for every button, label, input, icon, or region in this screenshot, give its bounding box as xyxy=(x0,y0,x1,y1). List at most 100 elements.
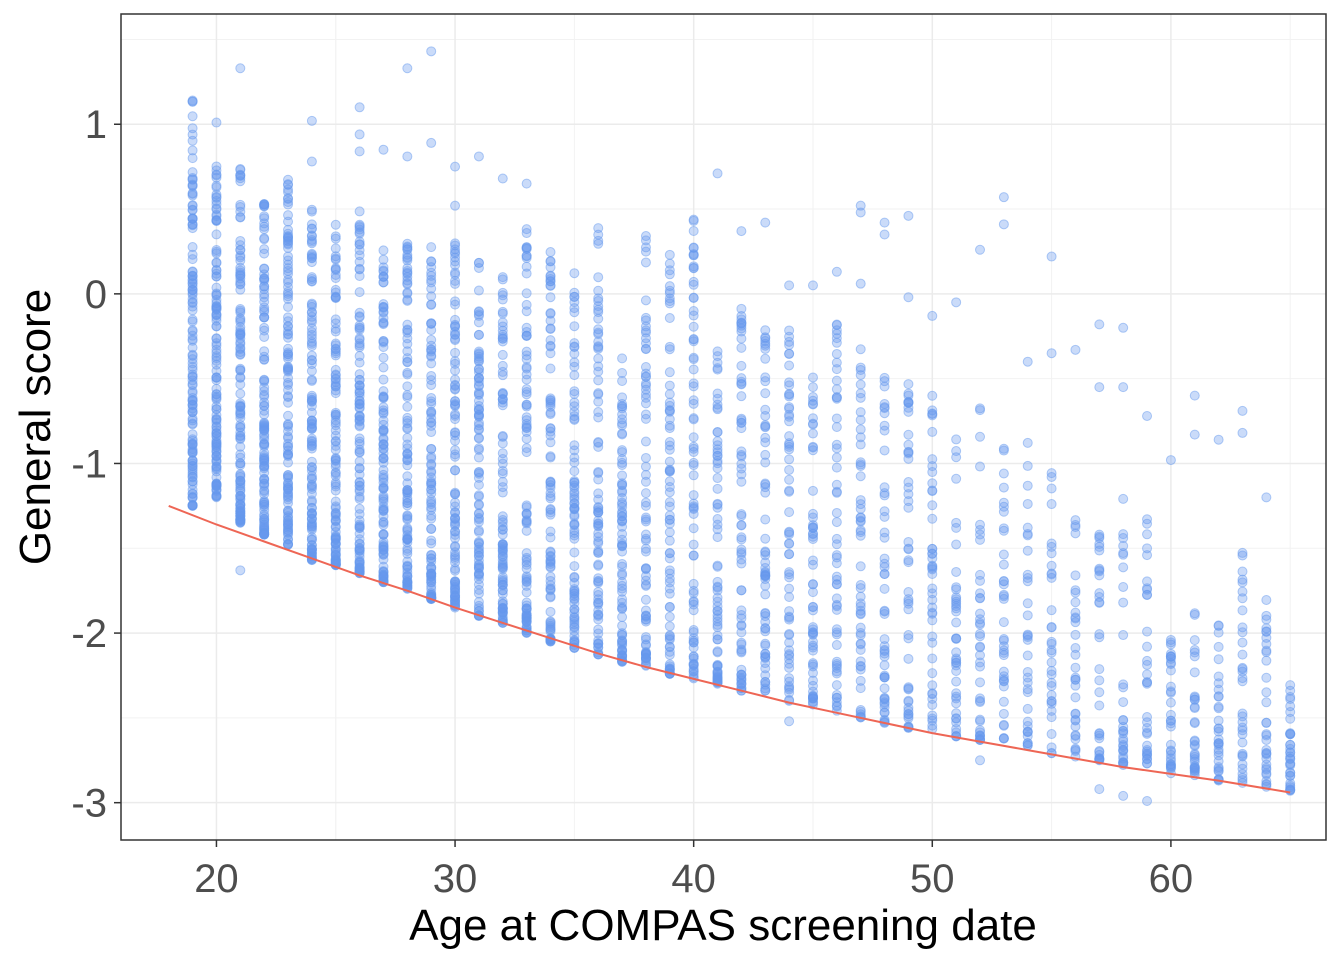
data-point xyxy=(187,334,198,345)
data-point xyxy=(879,511,890,522)
data-point xyxy=(784,464,795,475)
data-point xyxy=(855,344,866,355)
data-point xyxy=(688,321,699,332)
data-point xyxy=(760,626,771,637)
data-point xyxy=(831,627,842,638)
data-point xyxy=(450,435,461,446)
data-point xyxy=(187,135,198,146)
data-point xyxy=(187,361,198,372)
data-point xyxy=(760,557,771,568)
x-tick-label: 60 xyxy=(1149,857,1194,901)
data-point xyxy=(521,224,532,235)
data-point xyxy=(402,367,413,378)
data-point xyxy=(807,395,818,406)
data-point xyxy=(354,129,365,140)
data-point xyxy=(593,272,604,283)
data-point xyxy=(569,577,580,588)
data-point xyxy=(306,407,317,418)
data-point xyxy=(545,407,556,418)
data-point xyxy=(402,244,413,255)
data-point xyxy=(736,647,747,658)
data-point xyxy=(807,534,818,545)
data-point xyxy=(211,301,222,312)
data-point xyxy=(450,541,461,552)
data-point xyxy=(617,367,628,378)
data-point xyxy=(378,302,389,313)
data-point xyxy=(402,493,413,504)
data-point xyxy=(927,699,938,710)
data-point xyxy=(450,365,461,376)
data-point xyxy=(1070,734,1081,745)
data-point xyxy=(903,482,914,493)
data-point xyxy=(450,296,461,307)
data-point xyxy=(402,252,413,263)
data-point xyxy=(545,556,556,567)
data-point xyxy=(354,146,365,157)
data-point xyxy=(1046,645,1057,656)
data-point xyxy=(545,270,556,281)
data-point xyxy=(473,262,484,273)
data-point xyxy=(283,196,294,207)
data-point xyxy=(235,388,246,399)
data-point xyxy=(378,529,389,540)
data-point xyxy=(259,458,270,469)
data-point xyxy=(975,641,986,652)
y-axis-title: General score xyxy=(11,289,60,565)
data-point xyxy=(569,445,580,456)
data-point xyxy=(1237,566,1248,577)
data-point xyxy=(640,436,651,447)
data-point xyxy=(330,231,341,242)
data-point xyxy=(1261,775,1272,786)
data-point xyxy=(187,375,198,386)
data-point xyxy=(617,558,628,569)
data-point xyxy=(1094,319,1105,330)
data-point xyxy=(283,438,294,449)
data-point xyxy=(617,353,628,364)
data-point xyxy=(521,574,532,585)
data-point xyxy=(426,396,437,407)
data-point xyxy=(593,560,604,571)
data-point xyxy=(450,451,461,462)
y-tick-label: 0 xyxy=(85,273,107,317)
data-point xyxy=(855,683,866,694)
data-point xyxy=(760,648,771,659)
data-point xyxy=(450,519,461,530)
data-point xyxy=(927,668,938,679)
data-point xyxy=(1213,763,1224,774)
data-point xyxy=(402,381,413,392)
data-point xyxy=(211,169,222,180)
data-point xyxy=(450,449,461,460)
data-point xyxy=(688,381,699,392)
data-point xyxy=(975,755,986,766)
data-point xyxy=(1142,529,1153,540)
data-point xyxy=(283,539,294,550)
data-point xyxy=(473,151,484,162)
data-point xyxy=(879,692,890,703)
data-point xyxy=(426,137,437,148)
data-point xyxy=(831,659,842,670)
data-point xyxy=(688,523,699,534)
data-point xyxy=(593,547,604,558)
data-point xyxy=(855,388,866,399)
data-point xyxy=(235,316,246,327)
data-point xyxy=(521,330,532,341)
data-point xyxy=(450,380,461,391)
data-point xyxy=(855,527,866,538)
data-point xyxy=(402,275,413,286)
data-point xyxy=(951,665,962,676)
data-point xyxy=(259,354,270,365)
data-point xyxy=(879,605,890,616)
data-point xyxy=(1213,747,1224,758)
data-point xyxy=(473,310,484,321)
data-point xyxy=(712,498,723,509)
data-point xyxy=(879,707,890,718)
data-point xyxy=(187,472,198,483)
data-point xyxy=(545,583,556,594)
data-point xyxy=(306,545,317,556)
data-point xyxy=(1189,703,1200,714)
data-point xyxy=(283,343,294,354)
data-point xyxy=(736,391,747,402)
data-point xyxy=(1046,622,1057,633)
data-point xyxy=(497,607,508,618)
data-point xyxy=(736,463,747,474)
